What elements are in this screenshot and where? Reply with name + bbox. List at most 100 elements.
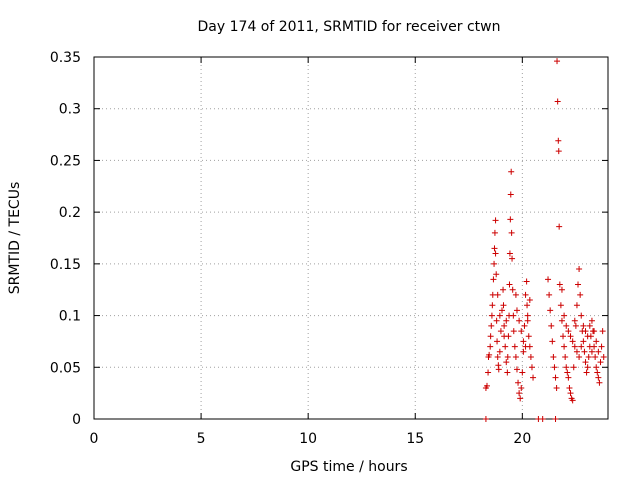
data-point [578,312,585,319]
data-point [491,260,498,267]
data-point [573,302,580,309]
data-point [558,317,565,324]
data-point [555,137,562,144]
data-point [502,343,509,350]
axis-ticks: 0 0.05 0.1 0.15 0.2 0.25 0.3 0.35 0 5 10 15 20 [50,50,608,447]
data-point [508,229,515,236]
data-point [525,333,532,340]
y-tick-label: 0.35 [50,50,81,66]
data-point [498,307,505,314]
data-point [555,148,562,155]
data-point [593,338,600,345]
y-tick-label: 0.25 [50,153,81,169]
data-point [588,317,595,324]
data-point [571,343,578,350]
data-point [598,343,605,350]
x-axis-label: GPS time / hours [290,459,407,475]
data-point [528,364,535,371]
data-point [524,302,531,309]
data-point [593,364,600,371]
data-point [518,384,525,391]
data-point [556,223,563,230]
data-point [509,286,516,293]
data-point [517,395,524,402]
data-point [563,364,570,371]
data-point [488,312,495,319]
data-point [483,382,490,389]
data-point [503,317,510,324]
data-point [584,333,591,340]
y-tick-label: 0 [72,412,81,428]
data-point [493,271,500,278]
data-point [524,317,531,324]
data-point [582,328,589,335]
data-point [565,374,572,381]
data-point [550,353,557,360]
data-point [519,369,526,376]
data-point [494,291,501,298]
data-point [583,369,590,376]
data-point [565,328,572,335]
x-tick-label: 5 [197,431,206,447]
data-point [506,281,513,288]
data-point [497,328,504,335]
data-point [506,250,513,257]
data-point [482,416,489,422]
data-point [569,338,576,345]
data-point [507,191,514,198]
data-point [492,217,499,224]
data-point [549,338,556,345]
data-point [592,353,599,360]
data-point [552,374,559,381]
data-point [556,281,563,288]
data-point [496,312,503,319]
data-point [515,379,522,386]
y-tick-label: 0.3 [59,102,81,118]
data-point [569,397,576,404]
data-point [511,343,518,350]
data-point [523,278,530,285]
data-point [567,333,574,340]
data-point [584,364,591,371]
data-point [513,307,520,314]
data-point [512,291,519,298]
data-point [520,338,527,345]
data-point [492,250,499,257]
data-point [567,390,574,397]
data-point [512,353,519,360]
data-point [501,322,508,329]
data-point [578,343,585,350]
data-point [547,307,554,314]
data-point [504,369,511,376]
data-point [585,353,592,360]
data-point [600,353,607,360]
data-point [500,286,507,293]
data-point [560,333,567,340]
data-point [551,364,558,371]
data-point [495,366,502,373]
data-point [591,328,598,335]
y-tick-label: 0.1 [59,309,81,325]
data-point [500,302,507,309]
data-point [521,322,528,329]
data-point [572,322,579,329]
data-point [577,291,584,298]
data-point [561,343,568,350]
data-point [526,297,533,304]
data-point [558,286,565,293]
data-point [599,328,606,335]
data-point [491,245,498,252]
data-point [588,348,595,355]
chart-title: Day 174 of 2011, SRMTID for receiver ctw… [198,19,501,35]
y-axis-label: SRMTID / TECUs [7,182,23,295]
data-point [494,338,501,345]
y-tick-label: 0.15 [50,257,81,273]
data-point [486,351,493,358]
data-point [563,322,570,329]
data-point [552,416,559,422]
data-point [509,255,516,262]
data-point [516,317,523,324]
data-point [510,312,517,319]
data-point [597,359,604,366]
